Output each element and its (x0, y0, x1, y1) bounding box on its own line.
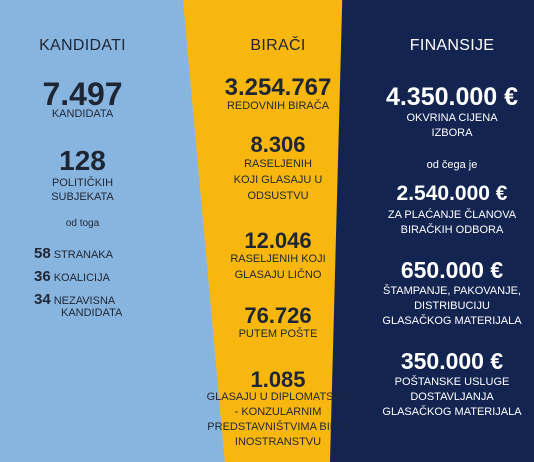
postal-votes-label: PUTEM POŠTE (238, 328, 318, 340)
coalitions-value: 36 (34, 268, 51, 285)
parties-row: 58 STRANAKA (34, 245, 113, 263)
displaced-absent-label-3: ODSUSTVU (247, 190, 309, 202)
budget-label-1: OKVRINA CIJENA (406, 112, 498, 124)
displaced-absent-value: 8.306 (250, 132, 306, 157)
abroad-votes-label-2: - KONZULARNIM (234, 406, 322, 418)
finance-heading: FINANSIJE (409, 37, 495, 54)
displaced-absent-label-1: RASELJENIH (244, 158, 312, 170)
abroad-votes-label-3: PREDSTAVNIŠTVIMA BiH U (207, 421, 349, 433)
subjects-value: 128 (59, 145, 106, 176)
printing-label-1: ŠTAMPANJE, PAKOVANJE, (383, 285, 521, 297)
candidates-total-value: 7.497 (42, 76, 123, 112)
postal-services-label-1: POŠTANSKE USLUGE (394, 376, 510, 388)
budget-label-2: IZBORA (431, 127, 473, 139)
postal-services-value: 350.000 € (400, 348, 504, 374)
finance-of-which: od čega je (426, 159, 478, 171)
printing-label-2: DISTRIBUCIJU (414, 300, 490, 312)
displaced-in-person-value: 12.046 (244, 228, 312, 253)
abroad-votes-value: 1.085 (250, 367, 306, 392)
coalitions-row: 36 KOALICIJA (34, 268, 110, 286)
displaced-in-person-label-2: GLASAJU LIČNO (234, 269, 322, 281)
parties-label: STRANAKA (53, 249, 113, 261)
printing-value: 650.000 € (400, 257, 504, 283)
parties-value: 58 (34, 245, 51, 262)
budget-value: 4.350.000 € (385, 83, 519, 111)
independent-label-1: NEZAVISNA (53, 295, 116, 307)
printing-label-3: GLASAČKOG MATERIJALA (382, 315, 522, 327)
postal-services-label-3: GLASAČKOG MATERIJALA (382, 406, 522, 418)
displaced-absent-label-2: KOJI GLASAJU U (233, 174, 323, 186)
independent-row: 34 NEZAVISNA (34, 291, 115, 309)
abroad-votes-label-4: INOSTRANSTVU (234, 436, 322, 448)
abroad-votes-label-1: GLASAJU U DIPLOMATSKO (206, 391, 350, 403)
subjects-label-1: POLITIČKIH (51, 177, 114, 189)
regular-voters-value: 3.254.767 (224, 74, 332, 101)
candidates-heading: KANDIDATI (39, 37, 126, 54)
displaced-in-person-label-1: RASELJENIH KOJI (230, 253, 326, 265)
candidates-of-which: od toga (65, 218, 100, 229)
independent-value: 34 (34, 291, 51, 308)
voters-heading: BIRAČI (250, 37, 306, 54)
postal-votes-value: 76.726 (244, 303, 312, 328)
subjects-label-2: SUBJEKATA (51, 191, 114, 203)
finance-panel (330, 0, 534, 462)
coalitions-label: KOALICIJA (53, 272, 110, 284)
committees-label-2: BIRAČKIH ODBORA (400, 224, 504, 236)
postal-services-label-2: DOSTAVLJANJA (410, 391, 494, 403)
candidates-panel (0, 0, 225, 462)
committees-value: 2.540.000 € (396, 182, 508, 205)
independent-label-2: KANDIDATA (61, 307, 123, 319)
candidates-total-label: KANDIDATA (51, 108, 114, 120)
regular-voters-label: REDOVNIH BIRAČA (226, 100, 330, 112)
committees-label-1: za PLAĆANJE ČLANOVA (387, 209, 517, 221)
